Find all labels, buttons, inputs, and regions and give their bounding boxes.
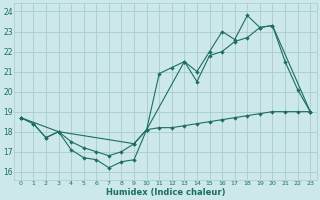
X-axis label: Humidex (Indice chaleur): Humidex (Indice chaleur) [106,188,225,197]
